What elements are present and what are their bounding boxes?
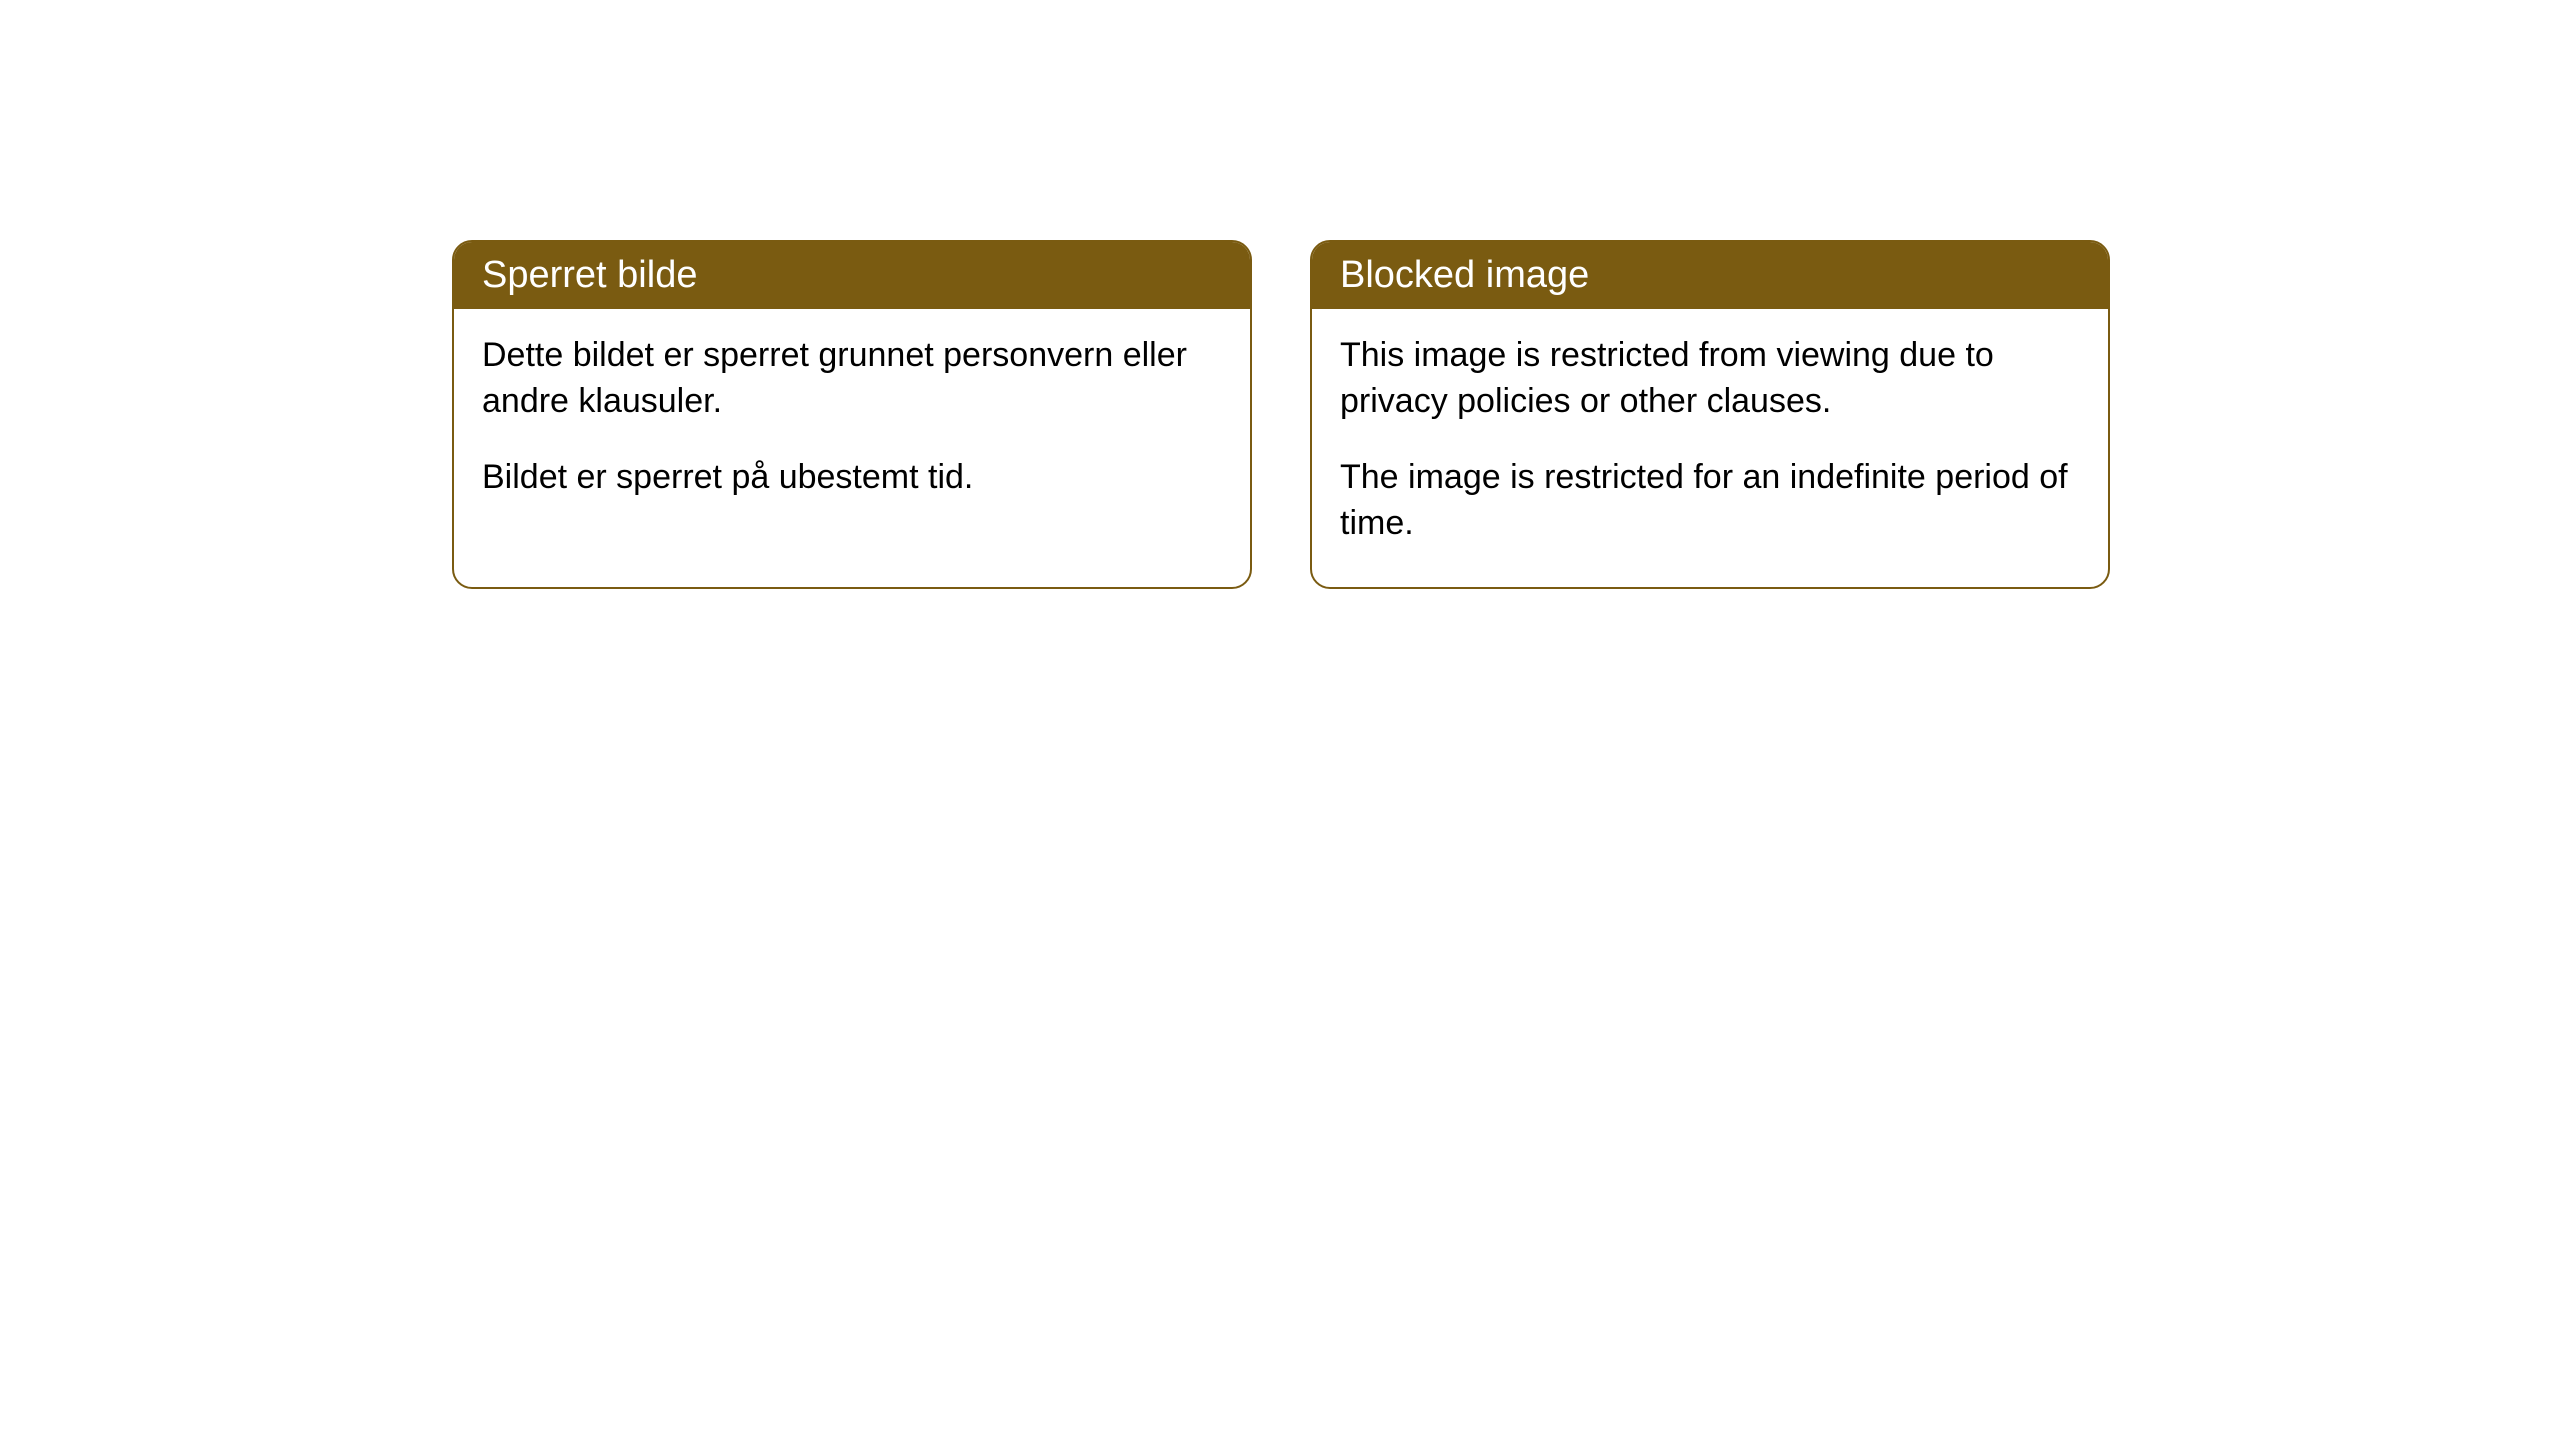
card-paragraph: The image is restricted for an indefinit… <box>1340 455 2080 547</box>
card-paragraph: This image is restricted from viewing du… <box>1340 333 2080 425</box>
cards-container: Sperret bilde Dette bildet er sperret gr… <box>452 240 2110 589</box>
card-paragraph: Dette bildet er sperret grunnet personve… <box>482 333 1222 425</box>
card-header-english: Blocked image <box>1312 242 2108 309</box>
card-body-english: This image is restricted from viewing du… <box>1312 309 2108 587</box>
card-title: Blocked image <box>1340 254 1589 296</box>
card-norwegian: Sperret bilde Dette bildet er sperret gr… <box>452 240 1252 589</box>
card-paragraph: Bildet er sperret på ubestemt tid. <box>482 455 1222 501</box>
card-header-norwegian: Sperret bilde <box>454 242 1250 309</box>
card-title: Sperret bilde <box>482 254 697 296</box>
card-english: Blocked image This image is restricted f… <box>1310 240 2110 589</box>
card-body-norwegian: Dette bildet er sperret grunnet personve… <box>454 309 1250 541</box>
